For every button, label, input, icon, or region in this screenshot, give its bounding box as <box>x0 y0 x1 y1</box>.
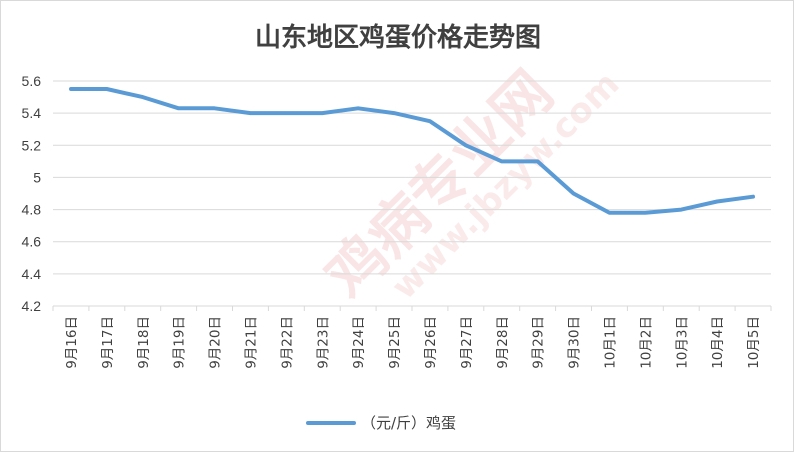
data-point <box>500 159 504 163</box>
y-tick-label: 4.6 <box>22 234 42 250</box>
y-tick-label: 4.2 <box>22 298 42 314</box>
data-point <box>141 95 145 99</box>
data-point <box>464 143 468 147</box>
x-tick-label: 9月20日 <box>208 316 224 369</box>
x-tick-label: 9月17日 <box>100 316 116 369</box>
x-tick-label: 9月26日 <box>423 316 439 369</box>
data-point <box>715 200 719 204</box>
data-point <box>105 87 109 91</box>
x-tick-label: 9月29日 <box>531 316 547 369</box>
x-tick-label: 10月4日 <box>710 316 726 369</box>
data-point <box>679 208 683 212</box>
data-point <box>536 159 540 163</box>
data-point <box>751 195 755 199</box>
x-tick-label: 9月16日 <box>64 316 80 369</box>
legend: （元/斤）鸡蛋 <box>306 414 456 432</box>
data-point <box>607 211 611 215</box>
data-point <box>356 106 360 110</box>
chart-title: 山东地区鸡蛋价格走势图 <box>255 22 541 53</box>
x-tick-label: 9月30日 <box>567 316 583 369</box>
x-tick-label: 9月24日 <box>351 316 367 369</box>
series-line <box>69 87 755 215</box>
x-tick-label: 9月25日 <box>387 316 403 369</box>
x-tick-label: 10月3日 <box>674 316 690 369</box>
x-tick-label: 10月2日 <box>638 316 654 369</box>
y-tick-label: 5.4 <box>22 105 42 121</box>
y-tick-label: 4.8 <box>22 202 42 218</box>
gridlines <box>53 80 771 307</box>
x-axis-ticks: 9月16日 9月17日 9月18日 9月19日 9月20日 9月21日 9月22日 9月23日… <box>52 306 772 369</box>
y-tick-label: 4.4 <box>22 266 42 282</box>
data-point <box>428 119 432 123</box>
x-tick-label: 9月18日 <box>136 316 152 369</box>
x-tick-label: 9月28日 <box>495 316 511 369</box>
data-point <box>572 192 576 196</box>
x-tick-label: 9月22日 <box>279 316 295 369</box>
data-point <box>213 106 217 110</box>
y-tick-label: 5.6 <box>22 73 42 89</box>
data-point <box>643 211 647 215</box>
x-tick-label: 9月27日 <box>459 316 475 369</box>
data-point <box>177 106 181 110</box>
y-tick-label: 5 <box>33 169 41 185</box>
legend-label: （元/斤）鸡蛋 <box>361 414 456 432</box>
series-layer <box>69 87 755 215</box>
data-point <box>284 111 288 115</box>
y-axis-ticks: 4.2 4.4 4.6 4.8 5 5.2 5.4 5.6 <box>22 73 42 314</box>
data-point <box>69 87 73 91</box>
x-tick-label: 9月19日 <box>172 316 188 369</box>
x-tick-label: 9月21日 <box>243 316 259 369</box>
x-tick-label: 10月5日 <box>746 316 762 369</box>
data-point <box>320 111 324 115</box>
data-point <box>392 111 396 115</box>
x-tick-label: 10月1日 <box>602 316 618 369</box>
x-tick-label: 9月23日 <box>315 316 331 369</box>
y-tick-label: 5.2 <box>22 137 42 153</box>
data-point <box>248 111 252 115</box>
